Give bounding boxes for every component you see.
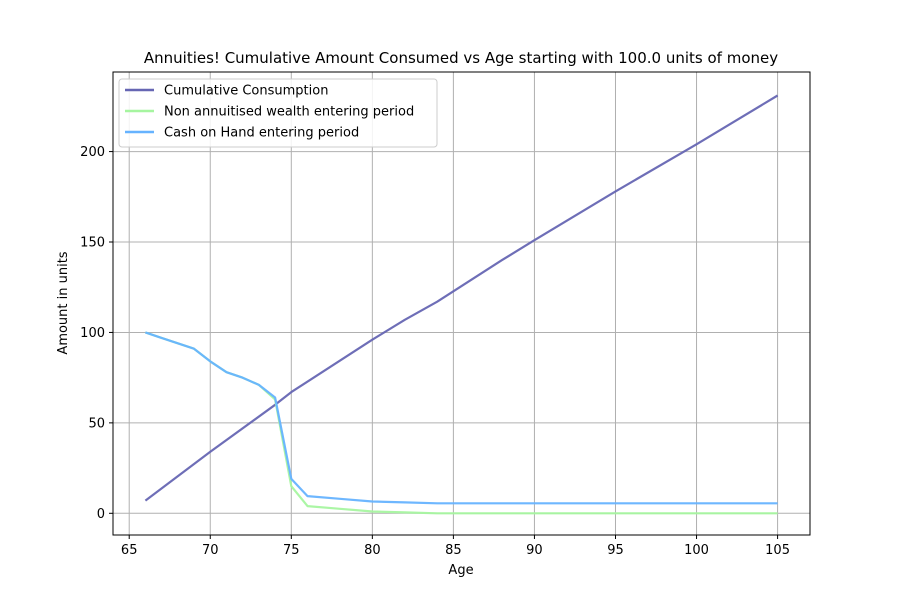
x-tick-label: 75	[283, 543, 300, 558]
y-tick-label: 50	[88, 416, 105, 431]
x-tick-label: 100	[684, 543, 709, 558]
series-line-1	[144, 94, 779, 502]
chart-title: Annuities! Cumulative Amount Consumed vs…	[144, 49, 778, 67]
x-axis-label: Age	[448, 563, 473, 578]
legend-box	[118, 78, 438, 148]
legend-label-3: Cash on Hand entering period	[164, 126, 359, 141]
legend: Cumulative Consumption Non annuitised wea…	[118, 78, 438, 148]
series-group	[144, 94, 779, 515]
y-tick-label: 100	[80, 326, 105, 341]
y-axis-ticks: 0 50 100 150 200	[80, 145, 113, 522]
y-axis-label: Amount in units	[56, 251, 71, 354]
y-tick-label: 150	[80, 236, 105, 251]
x-tick-label: 70	[202, 543, 219, 558]
x-tick-label: 90	[526, 543, 543, 558]
x-tick-label: 105	[765, 543, 790, 558]
plot-frame	[112, 71, 811, 536]
x-axis-ticks: 65 70 75 80 85 90 95 100 105	[121, 535, 790, 558]
legend-label-1: Cumulative Consumption	[164, 84, 328, 99]
x-tick-label: 95	[607, 543, 624, 558]
x-tick-label: 65	[121, 543, 138, 558]
y-tick-label: 200	[80, 145, 105, 160]
x-tick-label: 85	[445, 543, 462, 558]
series-line-3	[145, 331, 778, 505]
legend-label-2: Non annuitised wealth entering period	[164, 105, 414, 120]
x-tick-label: 80	[364, 543, 381, 558]
y-tick-label: 0	[97, 507, 105, 522]
